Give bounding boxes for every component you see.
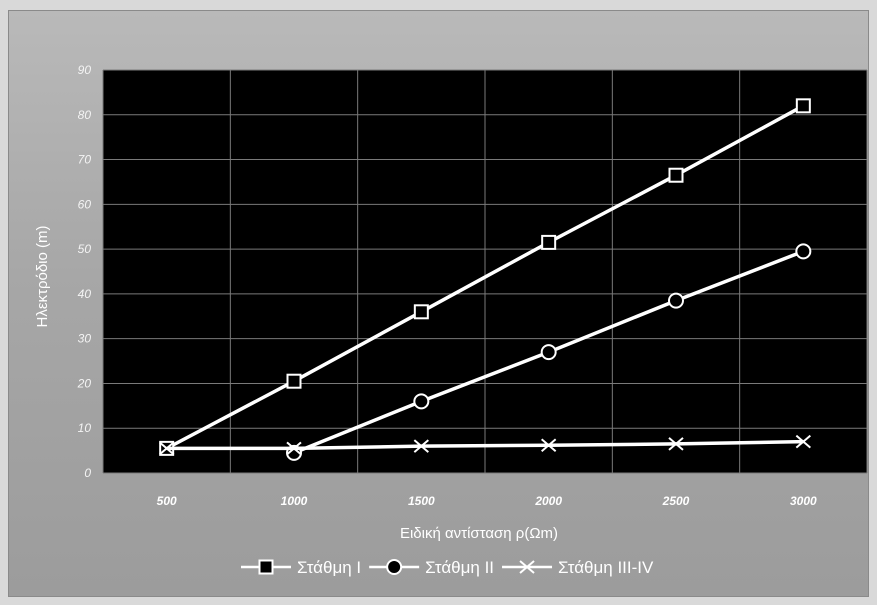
- legend-label: Στάθμη III-IV: [558, 558, 654, 577]
- y-tick-label: 60: [78, 197, 92, 211]
- legend-item: Στάθμη I: [241, 558, 361, 577]
- y-tick-label: 50: [78, 242, 92, 256]
- series-3: [159, 434, 811, 456]
- x-tick-label: 2500: [662, 494, 690, 508]
- data-point: [668, 292, 684, 309]
- data-point: [541, 438, 557, 452]
- legend-label: Στάθμη II: [425, 558, 494, 577]
- data-point: [540, 344, 557, 361]
- line-chart: 0 10 20 30 40 50 60 70 80 90 500 1000 1500 2000 2500 3…: [34, 63, 868, 577]
- y-tick-label: 70: [78, 153, 92, 167]
- x-tick-label: 3000: [790, 494, 817, 508]
- legend: Στάθμη I Στάθμη II Στάθμη III-IV: [241, 558, 654, 577]
- series-line: [165, 104, 805, 450]
- x-tick-label: 500: [157, 494, 177, 508]
- data-point: [286, 441, 302, 456]
- data-point: [795, 434, 811, 449]
- legend-marker: [519, 560, 535, 574]
- series-line: [166, 439, 804, 451]
- x-axis-title: Ειδική αντίσταση ρ(Ωm): [400, 525, 558, 542]
- data-point: [795, 243, 812, 260]
- data-point: [668, 437, 684, 451]
- y-tick-label: 20: [77, 376, 92, 390]
- data-point: [541, 234, 557, 250]
- y-tick-label: 90: [78, 63, 92, 77]
- legend-item: Στάθμη III-IV: [502, 558, 654, 577]
- x-tick-label: 1500: [408, 494, 435, 508]
- legend-item: Στάθμη II: [369, 558, 494, 577]
- data-point: [413, 393, 430, 410]
- y-tick-label: 40: [78, 287, 92, 301]
- data-point: [668, 167, 684, 183]
- legend-label: Στάθμη I: [297, 558, 361, 577]
- y-tick-label: 10: [78, 421, 92, 435]
- data-point: [795, 98, 811, 114]
- y-axis-title: Ηλεκτρόδιο (m): [34, 225, 51, 327]
- data-point: [413, 439, 429, 453]
- y-tick-label: 80: [78, 108, 92, 122]
- y-tick-label: 0: [84, 466, 91, 480]
- x-tick-label: 1000: [281, 494, 308, 508]
- data-point: [286, 373, 302, 389]
- data-point: [159, 441, 175, 456]
- chart-frame: 0 10 20 30 40 50 60 70 80 90 500 1000 1500 2000 2500 3…: [8, 10, 869, 597]
- x-tick-label: 2000: [534, 494, 562, 508]
- legend-marker: [386, 559, 403, 575]
- legend-marker: [258, 559, 274, 575]
- data-point: [413, 304, 429, 320]
- y-tick-label: 30: [78, 332, 92, 346]
